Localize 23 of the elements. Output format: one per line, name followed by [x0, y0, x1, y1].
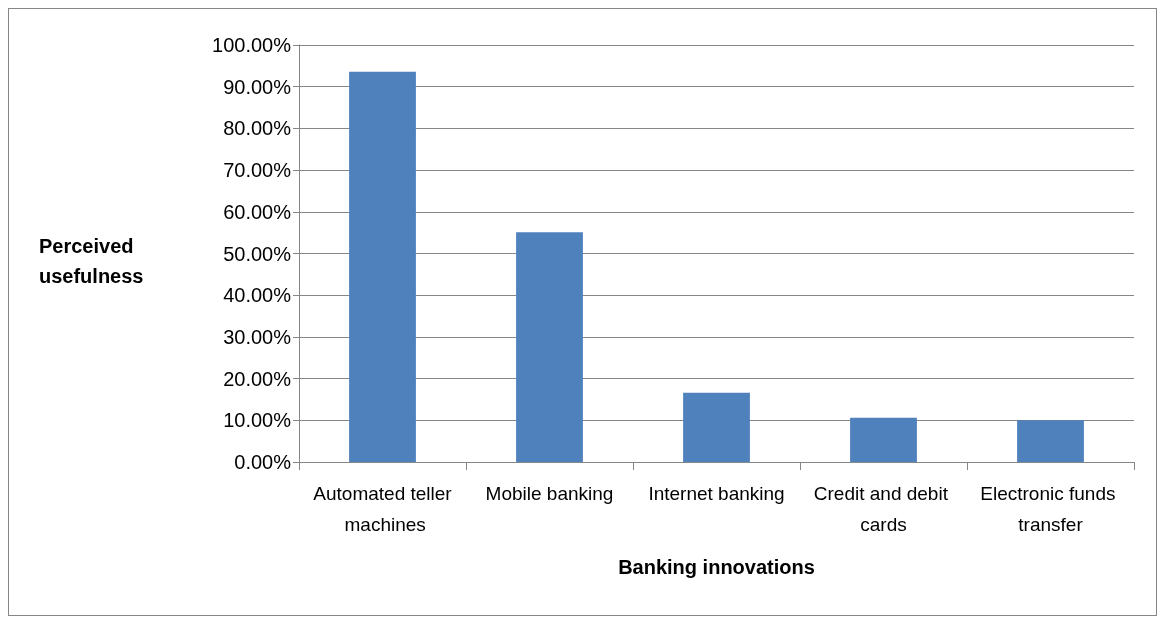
y-tick-label: 30.00%	[223, 325, 292, 348]
x-tick-label: Automated teller machines	[313, 483, 453, 535]
bar	[516, 232, 583, 462]
y-tick-label: 20.00%	[223, 367, 292, 390]
y-tick-label: 50.00%	[223, 242, 292, 265]
y-tick-label: 10.00%	[223, 409, 292, 432]
bar	[349, 71, 416, 462]
y-tick-label: 80.00%	[223, 117, 292, 140]
x-tick-label: Electronic funds transfer	[980, 483, 1121, 535]
bar	[683, 392, 750, 462]
y-tick-label: 90.00%	[223, 75, 292, 98]
x-tick-label: Mobile banking	[485, 483, 614, 504]
x-axis-title: Banking innovations	[618, 556, 815, 578]
bar	[850, 417, 917, 462]
y-tick-label: 60.00%	[223, 200, 292, 223]
y-axis-title: Perceived usefulness	[39, 235, 144, 287]
y-tick-label: 0.00%	[234, 451, 292, 473]
y-tick-label: 70.00%	[223, 159, 292, 182]
y-tick-label: 100.00%	[212, 34, 292, 56]
bar	[1017, 420, 1084, 462]
y-tick-label: 40.00%	[223, 284, 292, 307]
x-tick-label: Credit and debit cards	[813, 483, 954, 535]
x-tick-label: Internet banking	[648, 483, 785, 504]
